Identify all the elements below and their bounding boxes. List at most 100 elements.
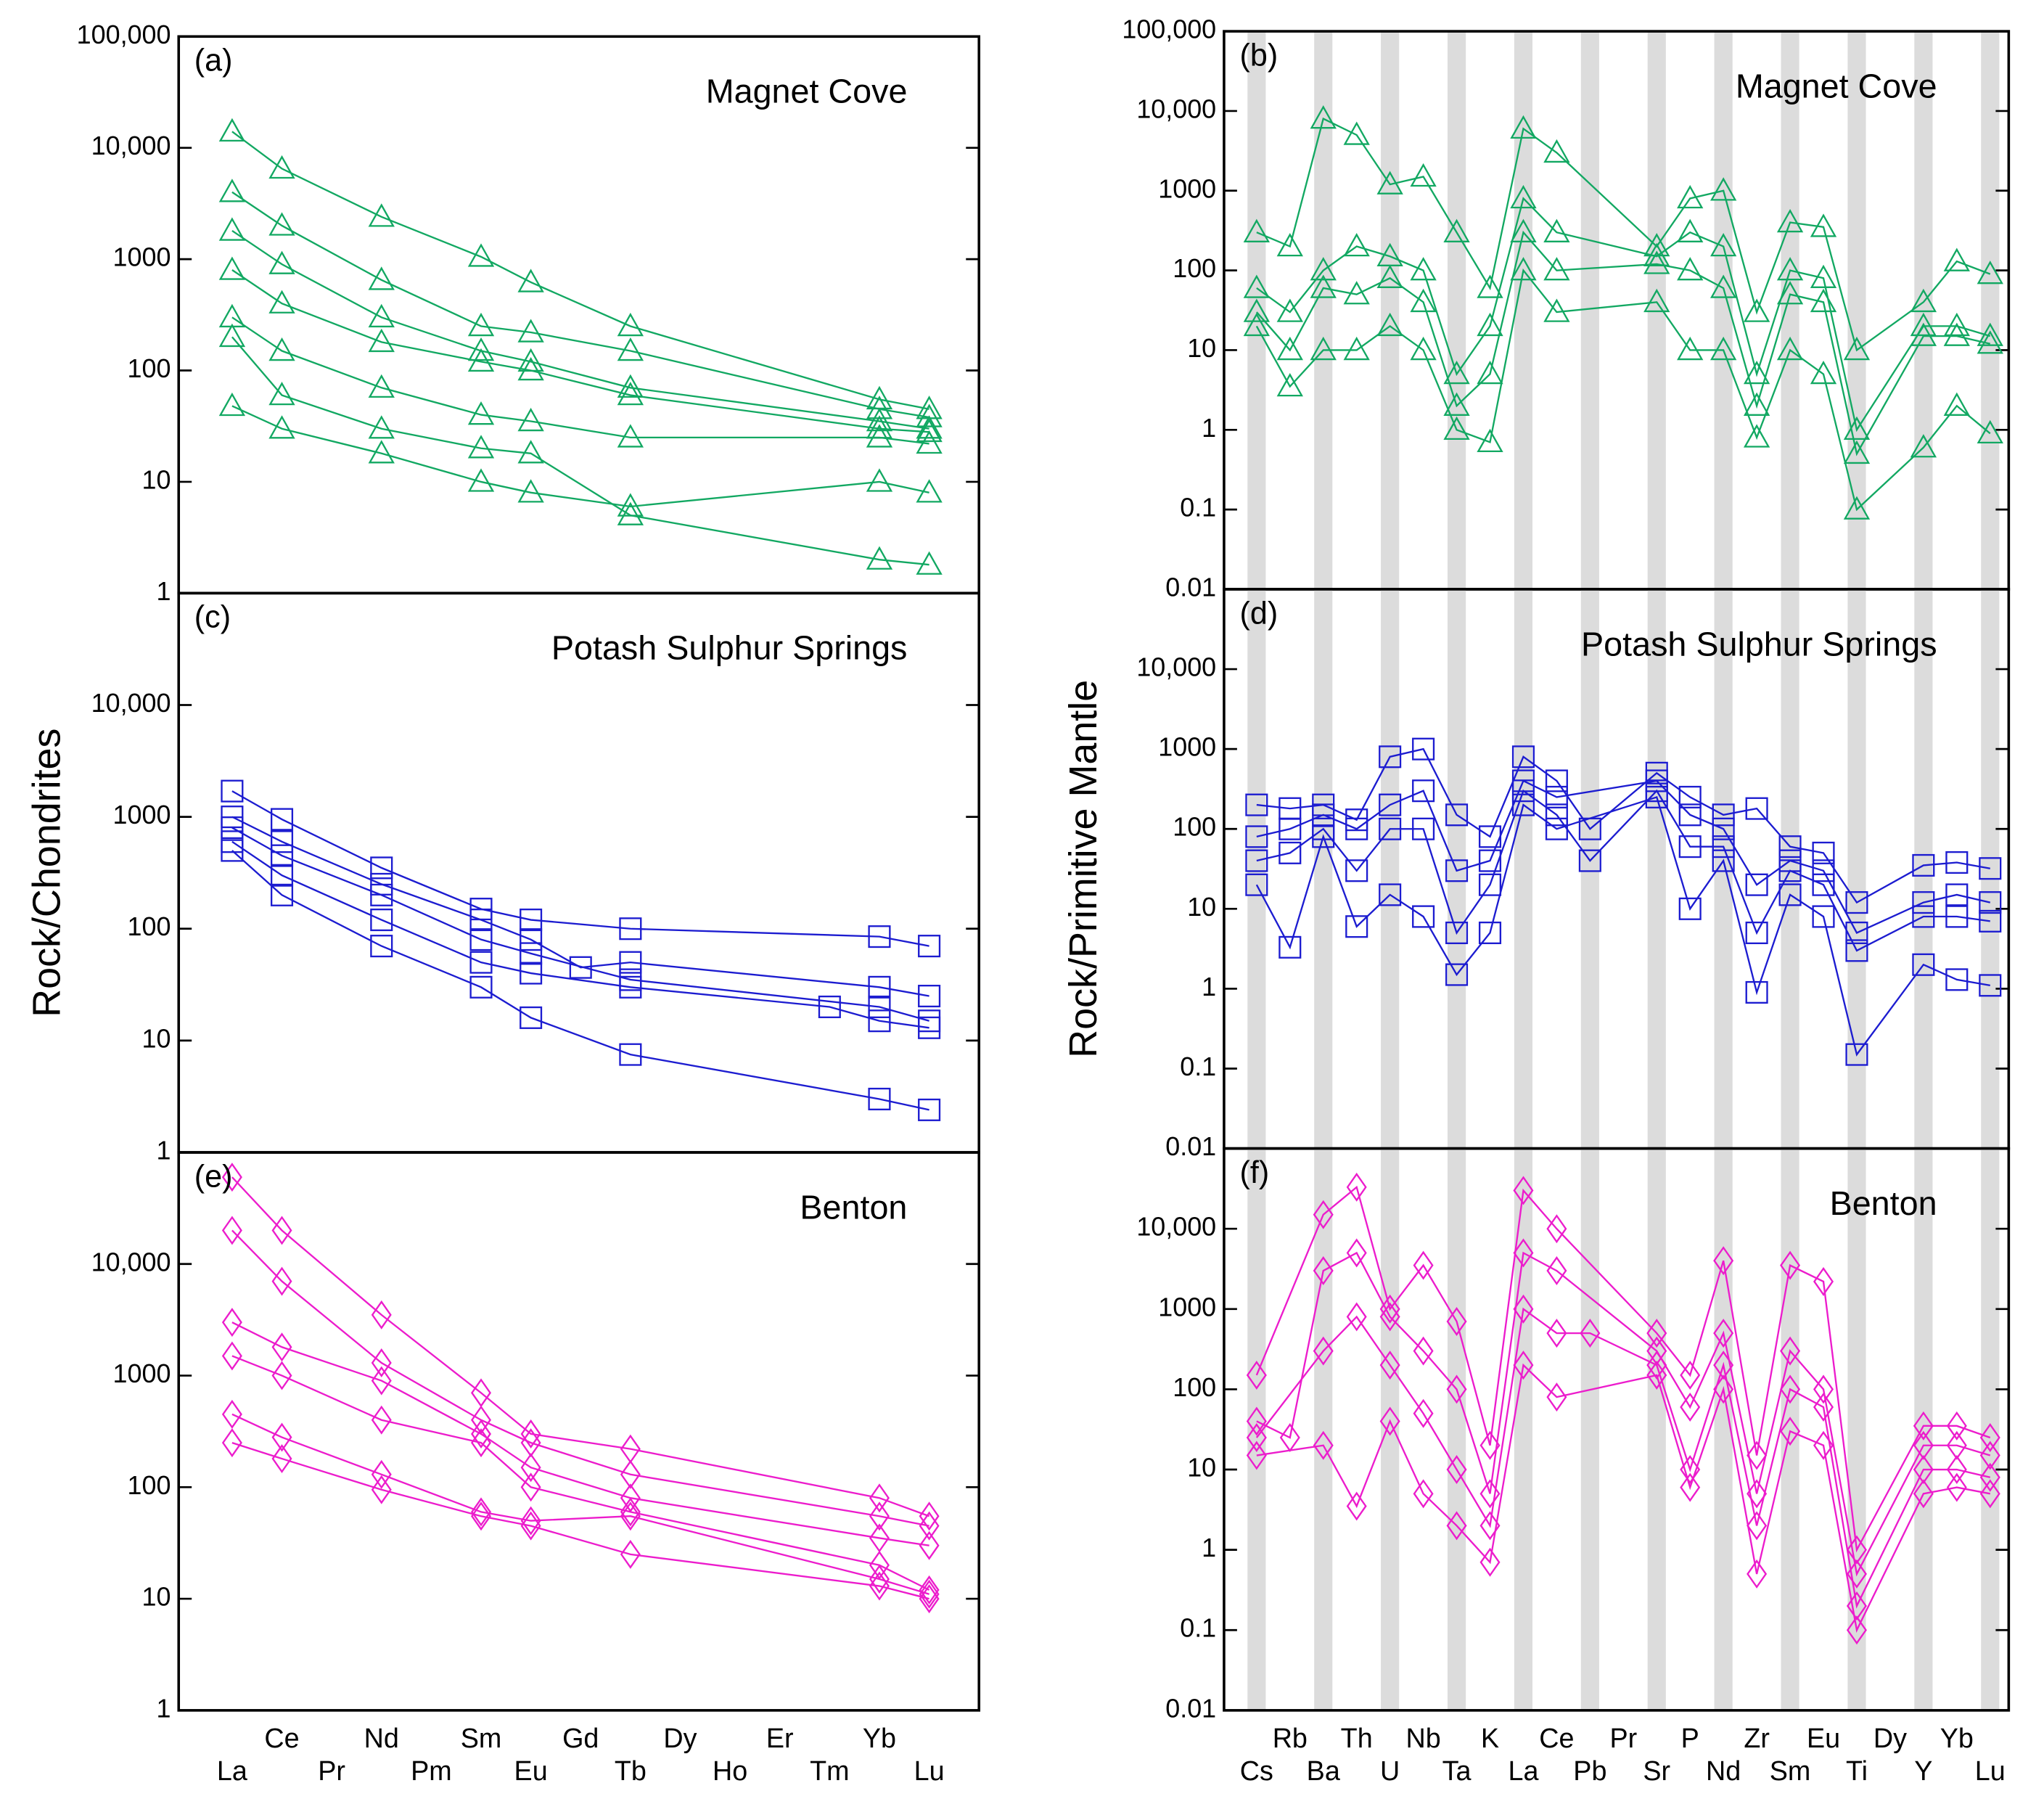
y-axis-title: Rock/Chondrites — [25, 729, 69, 1017]
marker — [1678, 897, 1702, 920]
series-line — [1256, 1363, 1990, 1633]
marker — [1313, 1430, 1334, 1460]
column-band — [1781, 1148, 1799, 1710]
y-tick-label: 10,000 — [91, 1247, 171, 1276]
marker — [1979, 974, 2002, 997]
marker — [271, 1332, 292, 1362]
marker — [221, 1163, 242, 1192]
marker — [1843, 336, 1871, 361]
marker — [1412, 905, 1435, 928]
marker — [1446, 1306, 1467, 1336]
x-tick-label: Sm — [1770, 1755, 1811, 1786]
marker — [1912, 891, 1935, 914]
marker — [368, 374, 395, 398]
column-band — [1647, 1148, 1666, 1710]
marker — [1478, 849, 1502, 872]
y-tick-label: 1000 — [113, 1359, 171, 1388]
marker — [1276, 336, 1303, 361]
x-tick-label: Eu — [1807, 1723, 1840, 1753]
plot-frame — [1223, 30, 2011, 591]
panel-label: (f) — [1239, 1155, 1269, 1190]
marker — [370, 856, 393, 880]
marker — [1513, 1176, 1534, 1205]
marker — [1945, 851, 1969, 874]
marker — [818, 995, 841, 1019]
marker — [1945, 883, 1969, 906]
marker — [1845, 939, 1868, 962]
marker — [1313, 1256, 1334, 1286]
marker — [371, 1348, 392, 1378]
marker — [1776, 257, 1804, 281]
marker — [1910, 434, 1937, 458]
series-line — [231, 827, 929, 1022]
marker — [1845, 921, 1868, 945]
marker — [1745, 797, 1768, 820]
marker — [270, 883, 294, 906]
panel-label: (a) — [194, 44, 233, 78]
marker — [617, 312, 644, 337]
marker — [868, 1009, 891, 1033]
marker — [467, 243, 495, 267]
marker — [1312, 825, 1335, 848]
marker — [617, 424, 644, 448]
marker — [1245, 849, 1268, 872]
marker — [1712, 803, 1735, 827]
x-tick-label: Th — [1341, 1723, 1373, 1753]
marker — [1445, 859, 1469, 882]
marker — [1979, 857, 2002, 880]
marker — [1713, 1374, 1734, 1404]
column-band — [1447, 31, 1466, 589]
y-tick-label: 100,000 — [77, 20, 171, 49]
marker — [1445, 803, 1469, 827]
panel-title: Magnet Cove — [1736, 67, 1937, 105]
marker — [1443, 392, 1470, 416]
marker — [1345, 817, 1368, 840]
marker — [1545, 769, 1568, 792]
marker — [1346, 1491, 1367, 1521]
series-line — [1255, 1307, 1991, 1609]
marker — [1912, 853, 1935, 877]
marker — [1343, 121, 1370, 145]
marker — [1510, 184, 1537, 209]
series-line — [231, 316, 929, 445]
marker — [467, 435, 495, 459]
marker — [868, 995, 891, 1019]
x-tick-label: La — [1508, 1755, 1538, 1786]
marker — [1246, 1360, 1267, 1390]
marker — [1677, 184, 1704, 209]
x-tick-label: Nd — [364, 1723, 399, 1753]
marker — [270, 844, 294, 867]
marker — [1410, 288, 1437, 313]
marker — [1776, 336, 1804, 361]
marker — [1946, 1411, 1967, 1441]
marker — [368, 266, 395, 290]
marker — [1478, 873, 1502, 896]
x-tick-label: Ho — [713, 1755, 747, 1786]
marker — [370, 908, 393, 932]
marker — [1910, 322, 1937, 346]
y-tick-label: 1 — [1202, 413, 1216, 443]
marker — [1747, 1479, 1768, 1509]
marker — [520, 1506, 541, 1536]
series-line — [231, 840, 929, 1029]
series-line — [231, 1229, 929, 1527]
marker — [517, 407, 544, 432]
marker — [517, 479, 544, 503]
marker — [1246, 1423, 1267, 1453]
marker — [1843, 496, 1871, 520]
series-line — [231, 1355, 930, 1591]
marker — [1710, 274, 1737, 298]
marker — [221, 816, 244, 840]
marker — [1710, 336, 1737, 361]
y-tick-label: 1000 — [1158, 732, 1216, 762]
marker — [1478, 921, 1502, 945]
marker — [271, 1444, 292, 1474]
marker — [868, 1087, 891, 1110]
marker — [1410, 257, 1437, 281]
marker — [1413, 1398, 1434, 1428]
column-band — [1580, 31, 1599, 589]
marker — [1510, 115, 1537, 139]
plot-frame — [177, 1151, 981, 1712]
marker — [471, 1497, 492, 1527]
series-line — [1256, 1251, 1991, 1577]
